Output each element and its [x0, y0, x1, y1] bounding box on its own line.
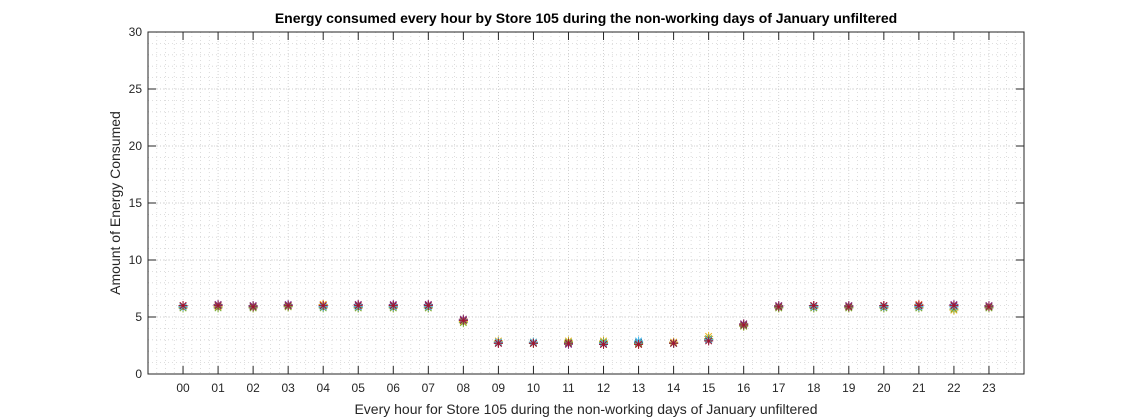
x-tick-label: 15 [702, 381, 716, 395]
x-tick-label: 03 [281, 381, 295, 395]
y-tick-label: 10 [129, 253, 143, 267]
y-tick-label: 30 [129, 25, 143, 39]
y-axis-label: Amount of Energy Consumed [107, 111, 123, 295]
data-point [739, 320, 749, 330]
data-point [809, 301, 819, 311]
data-point [178, 301, 188, 311]
data-point [704, 336, 714, 346]
data-point [248, 302, 258, 312]
x-tick-label: 16 [737, 381, 751, 395]
y-tick-label: 20 [129, 139, 143, 153]
x-tick-label: 01 [211, 381, 225, 395]
data-point [599, 339, 609, 349]
data-point [914, 301, 924, 311]
x-tick-label: 09 [492, 381, 506, 395]
y-tick-label: 5 [135, 310, 142, 324]
data-point [458, 315, 468, 325]
data-point [213, 301, 223, 311]
data-point [774, 302, 784, 312]
data-point [353, 301, 363, 311]
x-tick-label: 10 [527, 381, 541, 395]
data-series [178, 301, 994, 349]
x-tick-label: 13 [632, 381, 646, 395]
x-tick-label: 07 [422, 381, 436, 395]
data-point [563, 338, 573, 348]
data-point [949, 301, 959, 311]
x-tick-label: 23 [982, 381, 996, 395]
data-point [493, 338, 503, 348]
x-tick-label: 18 [807, 381, 821, 395]
x-tick-label: 12 [597, 381, 611, 395]
data-point [423, 301, 433, 311]
data-point [528, 338, 538, 348]
x-tick-label: 22 [947, 381, 961, 395]
data-point [634, 339, 644, 349]
x-tick-label: 05 [352, 381, 366, 395]
x-tick-label: 14 [667, 381, 681, 395]
x-tick-label: 00 [176, 381, 190, 395]
x-tick-label: 08 [457, 381, 471, 395]
y-tick-label: 0 [135, 367, 142, 381]
data-point [283, 301, 293, 311]
x-axis-label: Every hour for Store 105 during the non-… [354, 401, 817, 417]
x-tick-label: 02 [246, 381, 260, 395]
data-point [318, 301, 328, 311]
x-tick-label: 20 [877, 381, 891, 395]
y-tick-label: 25 [129, 82, 143, 96]
data-point [388, 301, 398, 311]
x-tick-label: 17 [772, 381, 786, 395]
x-tick-label: 06 [387, 381, 401, 395]
x-tick-label: 19 [842, 381, 856, 395]
y-tick-label: 15 [129, 196, 143, 210]
data-point [669, 338, 679, 348]
data-point [879, 301, 889, 311]
data-point [984, 302, 994, 312]
x-tick-label: 11 [562, 381, 575, 395]
data-points [178, 299, 994, 349]
x-tick-label: 04 [317, 381, 331, 395]
chart-title: Energy consumed every hour by Store 105 … [275, 10, 897, 26]
x-tick-label: 21 [912, 381, 926, 395]
data-point [844, 302, 854, 312]
